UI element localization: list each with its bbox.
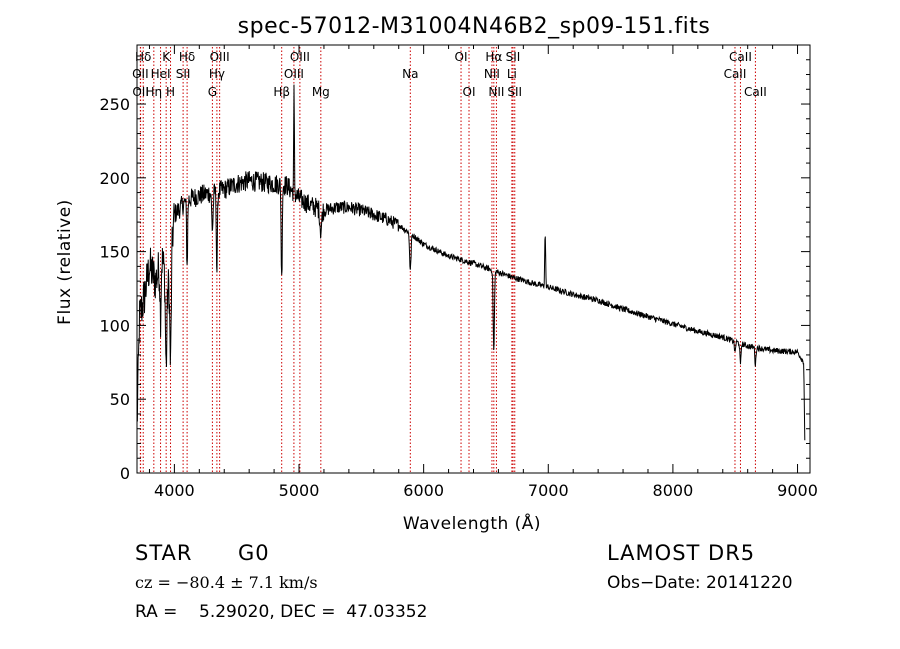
coords-text: RA = 5.29020, DEC = 47.03352 [135, 602, 428, 622]
spectral-line-label: CaII [729, 50, 752, 64]
survey-label: LAMOST DR5 [607, 541, 756, 565]
spectral-line-label: CaII [724, 67, 747, 81]
spectral-line-label: K [162, 50, 171, 64]
y-tick-label: 100 [99, 316, 130, 335]
spectral-line-label: SII [507, 85, 522, 99]
subclass-label: G0 [238, 541, 270, 565]
redshift-text: cz = −80.4 ± 7.1 km/s [135, 573, 318, 592]
spectral-line-label: OII [132, 85, 149, 99]
x-axis-label: Wavelength (Å) [403, 512, 541, 534]
spectral-line-label: Hδ [135, 50, 151, 64]
y-tick-label: 0 [120, 464, 130, 483]
chart-title: spec-57012-M31004N46B2_sp09-151.fits [238, 14, 711, 39]
spectral-line-label: OI [455, 50, 468, 64]
spectral-line-label: Hγ [209, 67, 225, 81]
y-axis-ticks: 0 50 100 150 200 250 [99, 59, 810, 483]
spectral-line-label: SII [506, 50, 521, 64]
x-tick-label: 8000 [653, 481, 694, 500]
obs-date-text: Obs−Date: 20141220 [607, 573, 793, 593]
spectral-line-label: OII [132, 67, 149, 81]
spectrum-line [136, 84, 806, 441]
spectral-line-label: SII [176, 67, 191, 81]
x-axis-ticks: 4000 5000 6000 7000 8000 9000 [148, 45, 818, 500]
spectral-line-label: G [208, 85, 217, 99]
spectral-line-label: Hδ [179, 50, 195, 64]
spectral-line-label: Hα [485, 50, 502, 64]
x-tick-label: 5000 [279, 481, 320, 500]
spectral-line-label: OI [463, 85, 476, 99]
x-tick-label: 6000 [403, 481, 444, 500]
y-tick-label: 150 [99, 243, 130, 262]
spectral-line-markers [139, 47, 756, 473]
spectral-line-label: Hβ [273, 85, 290, 99]
spectral-line-label: OIII [210, 50, 230, 64]
spectral-line-label: HeI [151, 67, 171, 81]
plot-frame [136, 44, 811, 474]
y-tick-label: 50 [110, 390, 130, 409]
spectral-line-label: CaII [744, 85, 767, 99]
spectral-line-label: Mg [312, 85, 330, 99]
y-tick-label: 250 [99, 95, 130, 114]
spectral-line-label: OIII [284, 67, 304, 81]
class-label: STAR [135, 541, 193, 565]
y-tick-label: 200 [99, 169, 130, 188]
x-tick-label: 7000 [528, 481, 569, 500]
x-tick-label: 9000 [777, 481, 818, 500]
spectral-line-label: Hη [146, 85, 163, 99]
x-tick-label: 4000 [154, 481, 195, 500]
spectral-line-label: OIII [290, 50, 310, 64]
y-axis-label: Flux (relative) [55, 199, 75, 325]
spectral-line-label: NII [484, 67, 500, 81]
spectral-line-label: Li [507, 67, 517, 81]
spectral-line-label: H [166, 85, 175, 99]
spectral-line-label: NII [488, 85, 504, 99]
spectral-line-label: Na [402, 67, 418, 81]
